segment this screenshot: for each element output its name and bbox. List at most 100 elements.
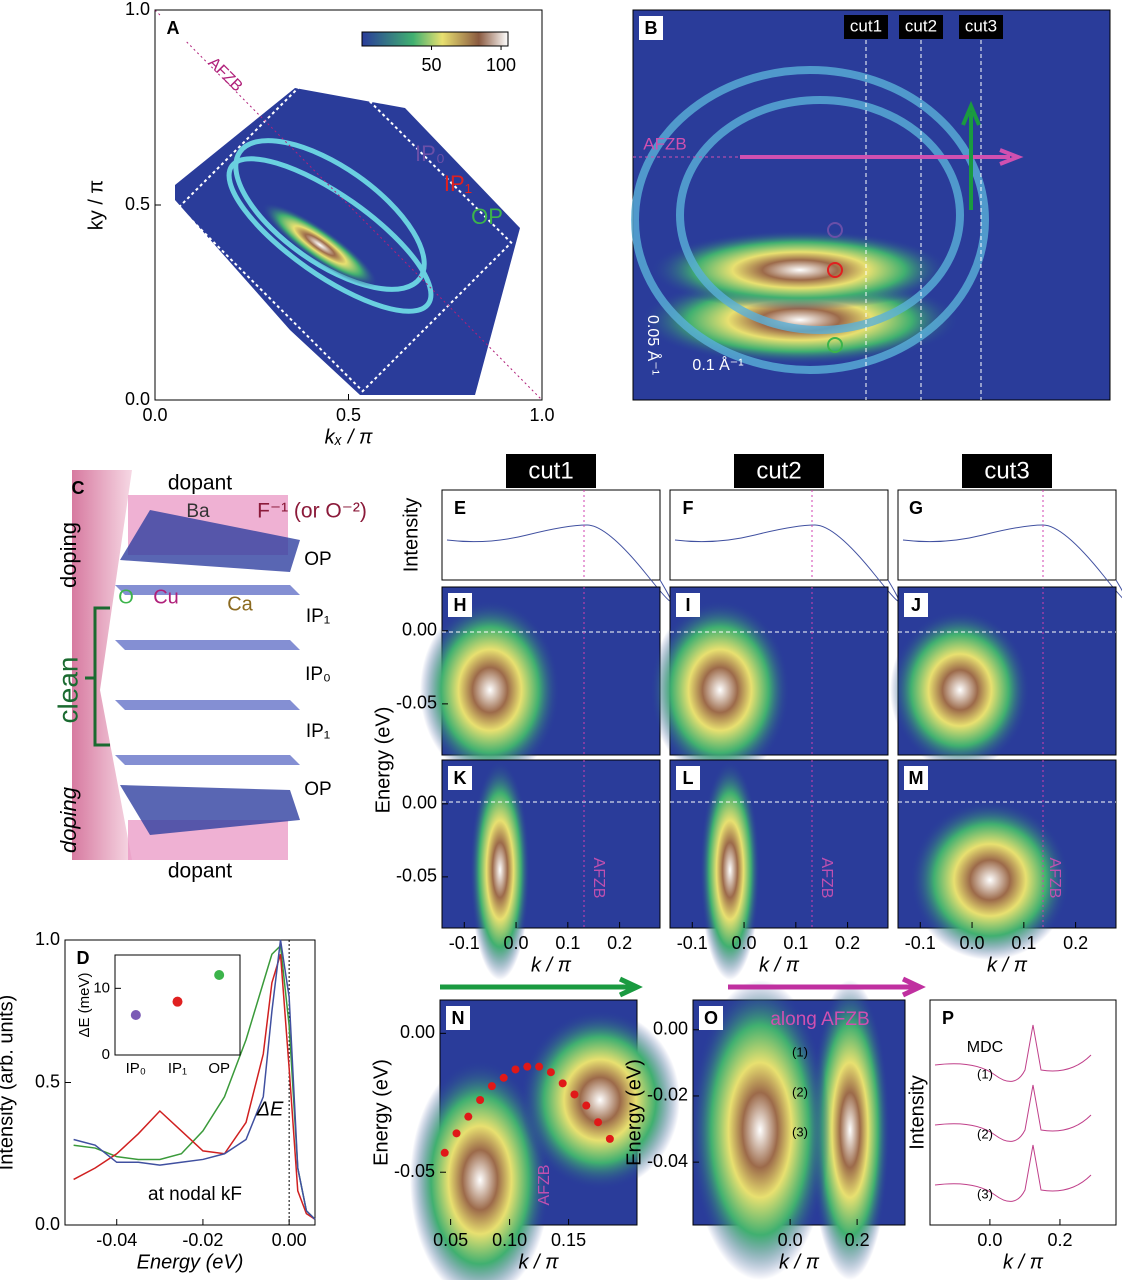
cut-arrow [961,100,981,210]
y-tick-label: 0.0 [35,1214,60,1234]
clean-bracket [85,606,110,747]
panel-label: F [683,498,694,518]
annotation: 0.05 Å⁻¹ [644,315,663,375]
fermi-ring [233,138,427,292]
panel-label-bg [904,496,928,520]
band-marker [827,222,843,238]
dispersion-point [487,1082,496,1091]
y-tick-label: 0.5 [35,1071,60,1091]
doping-wedge [72,470,132,860]
edc-curve [674,524,900,602]
fermi-ring [226,156,434,314]
panel-label-bg [448,593,472,617]
x-tick-label: -0.1 [677,933,708,953]
y-axis-label: Energy (eV) [623,1059,645,1166]
panel-label: A [167,18,180,38]
annotation: (1) [792,1044,808,1059]
annotation: along AFZB [770,1009,869,1030]
annotation: cut3 [965,16,997,35]
mdc-curve [934,1144,1092,1202]
y-axis-label: ky / π [85,180,107,230]
panel-label-bg [639,16,663,40]
x-tick-label: 0.0 [960,933,985,953]
annotation: 0.1 Å⁻¹ [692,355,743,374]
y-tick-label: 10 [93,979,110,996]
x-tick-label: 0.1 [1011,933,1036,953]
dispersion-point [452,1129,461,1138]
delta-point [214,970,225,980]
annotation: dopant [168,860,232,883]
panel-label: J [911,595,921,615]
y-tick-label: 0.0 [125,389,150,409]
x-tick-label: 0.5 [336,405,361,425]
x-tick-label: 0.2 [835,933,860,953]
x-axis-label: k / π [531,954,572,976]
cut-header [734,454,824,488]
pyramid [120,510,300,572]
cuo2-plane [115,755,300,765]
x-tick-label: -0.1 [905,933,936,953]
annotation: O [118,586,134,608]
cut-tag [899,15,943,39]
x-tick-label: IP₀ [126,1060,146,1077]
annotation: (3) [792,1124,808,1139]
annotation: MDC [967,1039,1003,1056]
intensity-blob [890,610,1030,770]
x-tick-label: 0.0 [977,1230,1002,1250]
x-tick-label: -0.02 [182,1230,223,1250]
panel-label: L [683,768,694,788]
y-tick-label: -0.04 [647,1151,688,1171]
x-tick-label: 1.0 [529,405,554,425]
annotation: AFZB [590,858,607,899]
panel-label-bg [446,1006,470,1030]
annotation: AFZB [536,1165,553,1206]
mdc-curve [934,1024,1092,1082]
y-tick-label: -0.05 [396,693,437,713]
annotation: ΔE [256,1098,284,1120]
intensity-blob [650,600,790,780]
annotation: Ca [227,593,253,615]
intensity-blob [690,980,830,1280]
intensity-blob [910,800,1070,960]
x-tick-label: -0.04 [96,1230,137,1250]
x-tick-label: 0.1 [555,933,580,953]
fermi-ring [676,96,964,334]
dispersion-point [523,1062,532,1071]
afzb-arrow [740,148,1024,166]
band-marker [827,337,843,353]
x-tick-label: IP₁ [168,1060,187,1077]
y-tick-label: -0.02 [647,1085,688,1105]
panel-label: K [454,768,467,788]
annotation: (3) [977,1186,993,1201]
x-tick-label: 0.2 [845,1230,870,1250]
panel-label: D [77,948,90,968]
panel-label: H [454,595,467,615]
annotation: AFZB [1046,858,1063,899]
x-tick-label: 0.2 [607,933,632,953]
y-axis-label: Intensity [400,498,422,572]
cut-header [962,454,1052,488]
dispersion-point [605,1134,614,1143]
annotation: Ba [186,501,210,522]
panel-label-bg [676,496,700,520]
x-tick-label: 0.1 [783,933,808,953]
dispersion-point [476,1096,485,1104]
annotation: IP₀ [415,141,445,166]
y-axis-label: Energy (eV) [372,707,394,814]
y-tick-label: 0.00 [653,1019,688,1039]
annotation: cut1 [850,16,882,35]
colorbar [361,31,509,47]
panel-label: I [685,595,690,615]
y-tick-label: 0.00 [400,1022,435,1042]
afzb-line [154,9,543,401]
panel-label: C [72,478,85,498]
pyramid [120,785,300,835]
x-axis-label: k / π [759,954,800,976]
colorbar-label: 100 [486,55,516,75]
intensity-blob [700,760,760,980]
x-axis-label: k / π [779,1251,820,1273]
annotation: (2) [792,1084,808,1099]
annotation: OP [471,204,503,229]
dispersion-point [511,1065,520,1074]
